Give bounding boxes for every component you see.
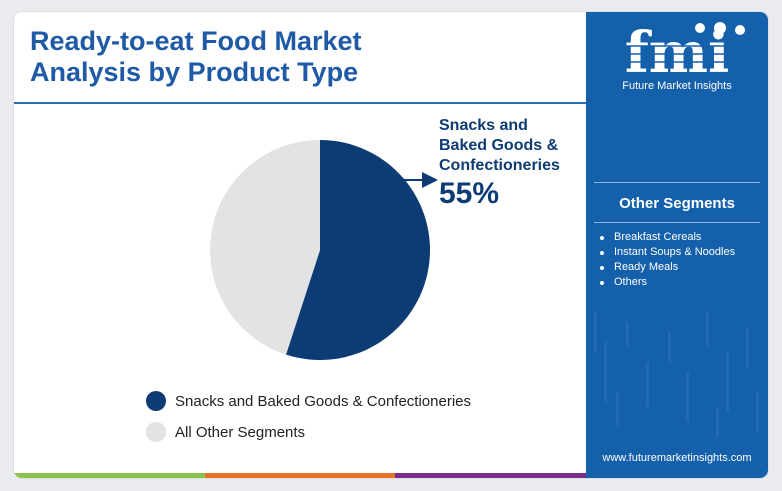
legend-label: All Other Segments <box>175 423 306 441</box>
bullet-icon <box>600 265 604 270</box>
legend-item-others: All Other Segments <box>146 421 471 443</box>
fmi-logo: fmi Future Market Insights <box>586 20 768 92</box>
page-title: Ready-to-eat Food Market Analysis by Pro… <box>30 26 570 88</box>
bullet-icon <box>600 250 604 255</box>
bottom-bar-segment <box>395 473 587 478</box>
list-item: Instant Soups & Noodles <box>600 245 735 260</box>
chart-legend: Snacks and Baked Goods & Confectioneries… <box>146 390 471 452</box>
list-item: Breakfast Cereals <box>600 230 735 245</box>
fmi-logo-icon: fmi <box>612 20 745 78</box>
pie-slice-1 <box>210 140 320 355</box>
bullet-icon <box>600 235 604 240</box>
sidebar-divider-bottom <box>594 222 760 223</box>
sidebar-panel: fmi Future Market Insights Other Segment… <box>586 12 768 478</box>
sidebar-pattern <box>594 312 759 437</box>
callout-label: Snacks and Baked Goods & Confectioneries <box>439 116 589 176</box>
infographic-card: Ready-to-eat Food Market Analysis by Pro… <box>14 12 768 478</box>
bottom-color-bar <box>14 473 587 478</box>
list-item: Others <box>600 275 735 290</box>
pie-callout: Snacks and Baked Goods & Confectioneries… <box>439 116 589 210</box>
legend-swatch <box>146 391 166 411</box>
title-line-2: Analysis by Product Type <box>30 57 359 87</box>
pie-slice-0 <box>286 140 431 360</box>
bottom-bar-segment <box>14 473 205 478</box>
callout-label-line-1: Snacks and <box>439 117 528 134</box>
logo-subtitle: Future Market Insights <box>622 80 732 92</box>
list-item-label: Breakfast Cereals <box>614 231 702 243</box>
legend-label: Snacks and Baked Goods & Confectioneries <box>175 392 472 410</box>
other-segments-list: Breakfast Cereals Instant Soups & Noodle… <box>600 230 735 290</box>
list-item-label: Ready Meals <box>614 261 679 273</box>
sidebar-divider-top <box>594 182 760 183</box>
website-url: www.futuremarketinsights.com <box>602 452 752 464</box>
callout-value: 55% <box>439 177 500 210</box>
callout-label-line-2: Baked Goods & <box>439 137 559 154</box>
title-line-1: Ready-to-eat Food Market <box>30 26 362 56</box>
bottom-bar-segment <box>204 473 396 478</box>
svg-text:fmi: fmi <box>625 20 730 78</box>
callout-label-line-3: Confectioneries <box>439 157 560 174</box>
list-item-label: Others <box>614 276 648 288</box>
legend-swatch <box>146 422 166 442</box>
list-item: Ready Meals <box>600 260 735 275</box>
title-divider <box>14 102 586 104</box>
bullet-icon <box>600 280 604 285</box>
list-item-label: Instant Soups & Noodles <box>614 246 736 258</box>
pie-chart <box>210 140 438 360</box>
legend-item-snacks: Snacks and Baked Goods & Confectioneries <box>146 390 471 412</box>
sidebar-heading: Other Segments <box>619 195 735 212</box>
